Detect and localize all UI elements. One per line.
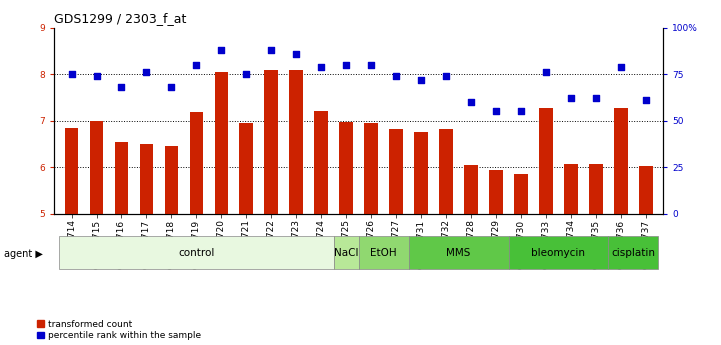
Bar — [59, 236, 334, 269]
Text: bleomycin: bleomycin — [531, 248, 585, 258]
Point — [265, 47, 277, 53]
Bar — [215, 72, 229, 214]
Point — [590, 96, 601, 101]
Bar — [415, 132, 428, 214]
Point — [291, 51, 302, 57]
Bar — [639, 166, 653, 214]
Bar — [359, 236, 409, 269]
Bar — [589, 164, 603, 214]
Point — [615, 64, 627, 69]
Bar — [65, 128, 79, 214]
Point — [465, 99, 477, 105]
Bar — [115, 142, 128, 214]
Bar — [489, 170, 503, 214]
Text: control: control — [178, 248, 215, 258]
Point — [316, 64, 327, 69]
Point — [415, 77, 427, 82]
Point — [91, 73, 102, 79]
Bar — [389, 129, 403, 214]
Point — [516, 109, 527, 114]
Bar — [514, 174, 528, 214]
Legend: transformed count, percentile rank within the sample: transformed count, percentile rank withi… — [37, 320, 201, 341]
Point — [390, 73, 402, 79]
Bar — [564, 164, 578, 214]
Bar — [539, 108, 553, 214]
Point — [190, 62, 202, 68]
Text: MMS: MMS — [446, 248, 471, 258]
Point — [441, 73, 452, 79]
Point — [565, 96, 577, 101]
Point — [141, 70, 152, 75]
Text: agent ▶: agent ▶ — [4, 249, 43, 258]
Point — [166, 85, 177, 90]
Bar — [190, 112, 203, 214]
Point — [216, 47, 227, 53]
Bar — [340, 122, 353, 214]
Point — [66, 71, 77, 77]
Text: GDS1299 / 2303_f_at: GDS1299 / 2303_f_at — [54, 12, 187, 25]
Bar — [140, 144, 154, 214]
Bar — [164, 146, 178, 214]
Point — [490, 109, 502, 114]
Bar — [409, 236, 508, 269]
Bar — [289, 70, 303, 214]
Point — [340, 62, 352, 68]
Bar — [334, 236, 359, 269]
Point — [540, 70, 552, 75]
Text: cisplatin: cisplatin — [611, 248, 655, 258]
Point — [241, 71, 252, 77]
Bar — [614, 108, 628, 214]
Point — [366, 62, 377, 68]
Bar — [89, 121, 103, 214]
Bar — [239, 123, 253, 214]
Bar — [364, 123, 378, 214]
Point — [116, 85, 128, 90]
Bar — [508, 236, 609, 269]
Bar — [439, 129, 453, 214]
Bar — [464, 165, 478, 214]
Bar — [314, 110, 328, 214]
Bar — [609, 236, 658, 269]
Text: NaCl: NaCl — [334, 248, 358, 258]
Bar — [265, 70, 278, 214]
Point — [640, 98, 652, 103]
Text: EtOH: EtOH — [371, 248, 397, 258]
